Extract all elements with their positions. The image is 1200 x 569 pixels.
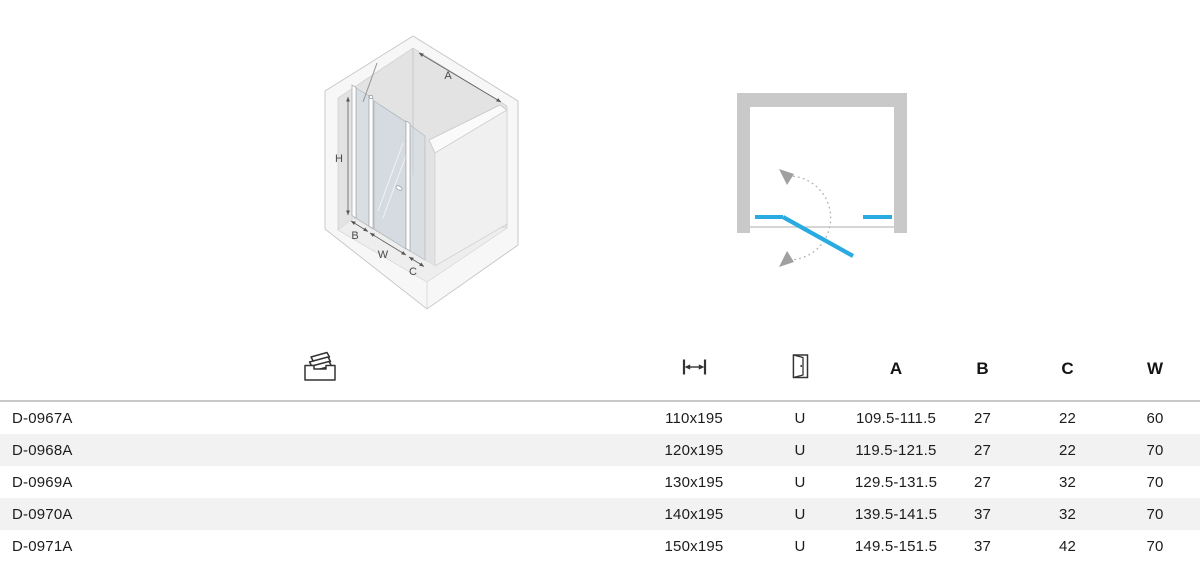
dimension-w-label: W xyxy=(378,249,389,261)
fixed-panel-b-glass xyxy=(355,87,370,227)
cell-a: 109.5-111.5 xyxy=(855,409,937,427)
swing-arrow-out xyxy=(779,251,794,267)
column-header-door-type xyxy=(748,338,852,402)
cell-w: 60 xyxy=(1146,409,1164,427)
dimension-a-label: A xyxy=(444,70,452,82)
cell-product-code: D-0967A xyxy=(12,409,73,427)
column-header-size xyxy=(640,338,748,402)
cell-w: 70 xyxy=(1146,473,1164,491)
swing-door xyxy=(781,215,855,258)
cell-door-type: U xyxy=(794,537,806,555)
spec-table: A B C W D-0967A 110x195 U 109.5-111.5 27… xyxy=(0,338,1200,562)
dimension-b-label: B xyxy=(351,230,358,242)
support-bar xyxy=(362,62,378,103)
door-panel-glass xyxy=(373,100,407,250)
door-handle xyxy=(395,185,403,191)
column-header-a: A xyxy=(852,338,940,402)
cell-w: 70 xyxy=(1146,441,1164,459)
table-row: D-0969A 130x195 U 129.5-131.5 27 32 70 xyxy=(0,466,1200,498)
right-wall-face xyxy=(434,109,508,267)
package-icon xyxy=(304,351,336,381)
cell-a: 139.5-141.5 xyxy=(854,505,938,523)
cell-b: 27 xyxy=(973,473,992,491)
cell-door-type: U xyxy=(794,409,806,427)
post-cap xyxy=(369,95,373,99)
back-wall xyxy=(737,93,907,107)
cell-size: 140x195 xyxy=(664,505,724,523)
glass-reflection xyxy=(377,142,404,212)
cell-a: 129.5-131.5 xyxy=(854,473,938,491)
right-wall xyxy=(894,93,907,233)
glass-reflection xyxy=(382,149,409,219)
wall-profile-post xyxy=(351,84,357,219)
column-header-c: C xyxy=(1025,338,1110,402)
column-header-w: W xyxy=(1110,338,1200,402)
cell-c: 22 xyxy=(1058,441,1077,459)
dimension-a-line xyxy=(418,52,502,103)
cell-product-code: D-0969A xyxy=(12,473,73,491)
hinge-post xyxy=(368,94,374,230)
cell-b: 27 xyxy=(973,441,992,459)
fixed-panel-c-glass xyxy=(409,124,426,261)
cell-b: 37 xyxy=(973,537,992,555)
cell-product-code: D-0968A xyxy=(12,441,73,459)
cell-product-code: D-0970A xyxy=(12,505,73,523)
cell-door-type: U xyxy=(794,505,806,523)
cell-w: 70 xyxy=(1146,537,1164,555)
cell-w: 70 xyxy=(1146,505,1164,523)
cell-a: 119.5-121.5 xyxy=(855,441,937,459)
table-row: D-0970A 140x195 U 139.5-141.5 37 32 70 xyxy=(0,498,1200,530)
swing-arrow-in xyxy=(779,169,794,185)
dimension-c-line xyxy=(408,256,425,267)
table-row: D-0967A 110x195 U 109.5-111.5 27 22 60 xyxy=(0,401,1200,434)
cell-product-code: D-0971A xyxy=(12,537,73,555)
isometric-diagram: A H B W C xyxy=(324,35,519,310)
left-wall xyxy=(737,93,750,233)
fixed-panel-left xyxy=(755,215,783,219)
cell-b: 37 xyxy=(973,505,992,523)
width-dimension-icon xyxy=(682,359,706,374)
top-view-diagram xyxy=(737,93,907,267)
cell-door-type: U xyxy=(794,441,806,459)
door-icon xyxy=(792,354,808,379)
cell-a: 149.5-151.5 xyxy=(854,537,938,555)
dimension-c-label: C xyxy=(409,266,417,278)
cell-c: 32 xyxy=(1058,473,1077,491)
dimension-b-line xyxy=(350,220,369,232)
table-header-row: A B C W xyxy=(0,338,1200,402)
right-post xyxy=(405,120,411,252)
column-header-product xyxy=(0,338,640,402)
cell-size: 110x195 xyxy=(665,409,723,427)
table-row: D-0968A 120x195 U 119.5-121.5 27 22 70 xyxy=(0,434,1200,466)
table-row: D-0971A 150x195 U 149.5-151.5 37 42 70 xyxy=(0,530,1200,562)
column-header-b: B xyxy=(940,338,1025,402)
cell-c: 32 xyxy=(1058,505,1077,523)
dimension-h-label: H xyxy=(335,153,343,165)
cell-size: 150x195 xyxy=(664,537,724,555)
cell-door-type: U xyxy=(794,473,806,491)
cell-size: 130x195 xyxy=(664,473,724,491)
cell-size: 120x195 xyxy=(664,441,724,459)
dimension-w-line xyxy=(369,232,407,256)
cell-c: 22 xyxy=(1058,409,1077,427)
cell-c: 42 xyxy=(1058,537,1077,555)
fixed-panel-right xyxy=(863,215,892,219)
door-swing-arc xyxy=(788,175,832,261)
cell-b: 27 xyxy=(973,409,992,427)
